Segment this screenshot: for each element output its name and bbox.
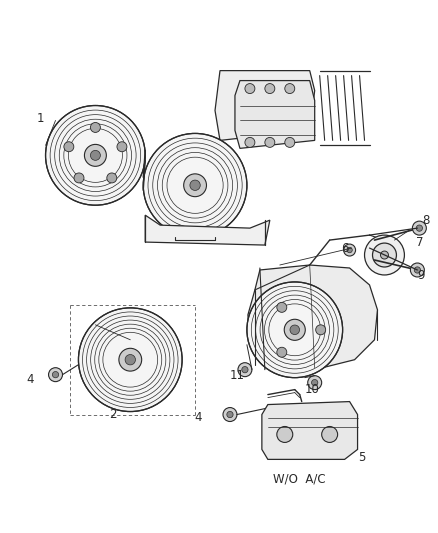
Circle shape	[183, 174, 206, 197]
Text: 1: 1	[37, 112, 44, 125]
Polygon shape	[145, 215, 269, 245]
Circle shape	[321, 426, 337, 442]
Circle shape	[380, 251, 388, 259]
Circle shape	[90, 150, 100, 160]
Circle shape	[276, 302, 286, 312]
Circle shape	[410, 263, 424, 277]
Circle shape	[190, 180, 200, 190]
Circle shape	[311, 379, 317, 386]
Circle shape	[364, 235, 403, 275]
Circle shape	[276, 348, 286, 357]
Circle shape	[290, 325, 299, 335]
Polygon shape	[261, 401, 357, 459]
Circle shape	[223, 408, 237, 422]
Text: 11: 11	[229, 369, 244, 382]
Text: 8: 8	[422, 214, 429, 227]
Circle shape	[315, 325, 325, 335]
Circle shape	[343, 244, 355, 256]
Polygon shape	[234, 80, 314, 148]
Text: W/O  A/C: W/O A/C	[273, 473, 325, 486]
Circle shape	[117, 142, 127, 152]
Circle shape	[78, 308, 182, 411]
Circle shape	[415, 225, 421, 231]
Circle shape	[64, 142, 74, 152]
Circle shape	[226, 411, 233, 418]
Circle shape	[264, 84, 274, 94]
Circle shape	[90, 123, 100, 132]
Circle shape	[264, 138, 274, 148]
Text: 10: 10	[304, 383, 318, 396]
Circle shape	[119, 348, 141, 371]
Circle shape	[52, 372, 59, 378]
Circle shape	[283, 319, 304, 341]
Circle shape	[276, 426, 292, 442]
Text: 4: 4	[194, 411, 201, 424]
Circle shape	[267, 103, 291, 127]
Circle shape	[46, 106, 145, 205]
Circle shape	[143, 133, 246, 237]
Text: 9: 9	[417, 270, 424, 282]
Circle shape	[284, 138, 294, 148]
Circle shape	[244, 138, 254, 148]
Text: 5: 5	[357, 451, 364, 464]
Polygon shape	[215, 70, 314, 140]
Circle shape	[106, 173, 117, 183]
Circle shape	[307, 376, 321, 390]
Circle shape	[244, 84, 254, 94]
Circle shape	[275, 111, 283, 120]
Circle shape	[346, 247, 351, 253]
Circle shape	[284, 84, 294, 94]
Polygon shape	[247, 265, 377, 370]
Circle shape	[49, 368, 62, 382]
Circle shape	[84, 144, 106, 166]
Circle shape	[411, 221, 425, 235]
Circle shape	[413, 267, 420, 273]
Circle shape	[125, 354, 135, 365]
Circle shape	[246, 282, 342, 378]
Text: 4: 4	[27, 373, 34, 386]
Text: 2: 2	[110, 408, 117, 421]
Circle shape	[74, 173, 84, 183]
Text: 7: 7	[415, 236, 422, 248]
Text: 6: 6	[340, 241, 348, 255]
Circle shape	[257, 94, 301, 138]
Circle shape	[372, 243, 396, 267]
Circle shape	[241, 367, 247, 373]
Circle shape	[237, 362, 251, 377]
